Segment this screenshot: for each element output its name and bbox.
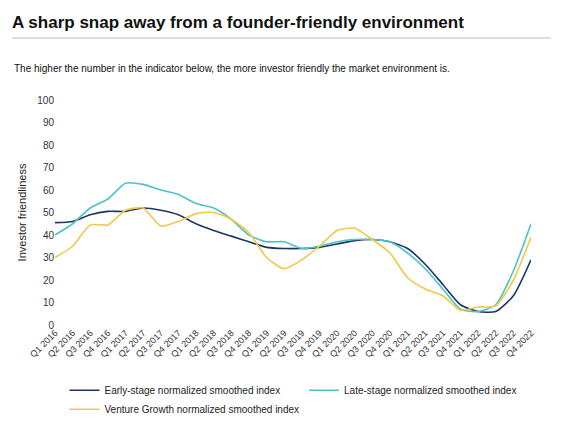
svg-text:Q1 2021: Q1 2021 bbox=[381, 328, 412, 359]
svg-text:Venture Growth normalized smoo: Venture Growth normalized smoothed index bbox=[105, 404, 300, 415]
svg-text:20: 20 bbox=[43, 275, 55, 286]
svg-text:Q1 2019: Q1 2019 bbox=[240, 328, 271, 359]
svg-text:Q2 2018: Q2 2018 bbox=[187, 328, 218, 359]
svg-text:Q4 2017: Q4 2017 bbox=[152, 328, 183, 359]
svg-text:Q1 2017: Q1 2017 bbox=[99, 328, 130, 359]
svg-text:Q3 2021: Q3 2021 bbox=[416, 328, 447, 359]
svg-text:Q2 2020: Q2 2020 bbox=[328, 328, 359, 359]
svg-text:40: 40 bbox=[43, 230, 55, 241]
svg-text:30: 30 bbox=[43, 252, 55, 263]
svg-text:Q3 2022: Q3 2022 bbox=[486, 328, 517, 359]
svg-text:100: 100 bbox=[37, 95, 54, 106]
svg-text:Q4 2022: Q4 2022 bbox=[504, 328, 535, 359]
svg-text:The higher the number in the i: The higher the number in the indicator b… bbox=[14, 63, 450, 74]
svg-text:Q3 2020: Q3 2020 bbox=[345, 328, 376, 359]
svg-text:Q4 2021: Q4 2021 bbox=[434, 328, 465, 359]
svg-text:Q4 2016: Q4 2016 bbox=[81, 328, 112, 359]
svg-text:A sharp snap away from a found: A sharp snap away from a founder-friendl… bbox=[12, 13, 464, 32]
svg-text:Q1 2016: Q1 2016 bbox=[28, 328, 59, 359]
svg-text:Q1 2018: Q1 2018 bbox=[169, 328, 200, 359]
svg-text:Q4 2020: Q4 2020 bbox=[363, 328, 394, 359]
svg-text:Q2 2019: Q2 2019 bbox=[257, 328, 288, 359]
svg-text:Q3 2018: Q3 2018 bbox=[204, 328, 235, 359]
svg-text:50: 50 bbox=[43, 207, 55, 218]
svg-text:70: 70 bbox=[43, 162, 55, 173]
svg-text:80: 80 bbox=[43, 140, 55, 151]
svg-text:Q1 2022: Q1 2022 bbox=[451, 328, 482, 359]
svg-text:60: 60 bbox=[43, 185, 55, 196]
svg-text:Q4 2018: Q4 2018 bbox=[222, 328, 253, 359]
svg-text:Q3 2019: Q3 2019 bbox=[275, 328, 306, 359]
svg-text:Early-stage normalized smoothe: Early-stage normalized smoothed index bbox=[105, 385, 281, 396]
svg-text:Q2 2021: Q2 2021 bbox=[398, 328, 429, 359]
svg-text:Q2 2016: Q2 2016 bbox=[46, 328, 77, 359]
svg-text:Q3 2016: Q3 2016 bbox=[63, 328, 94, 359]
svg-text:Q1 2020: Q1 2020 bbox=[310, 328, 341, 359]
svg-text:Q4 2019: Q4 2019 bbox=[293, 328, 324, 359]
svg-text:0: 0 bbox=[48, 320, 54, 331]
svg-text:Q2 2022: Q2 2022 bbox=[469, 328, 500, 359]
svg-text:Late-stage normalized smoothed: Late-stage normalized smoothed index bbox=[344, 385, 516, 396]
svg-text:10: 10 bbox=[43, 297, 55, 308]
svg-text:Q3 2017: Q3 2017 bbox=[134, 328, 165, 359]
svg-text:Q2 2017: Q2 2017 bbox=[116, 328, 147, 359]
svg-text:90: 90 bbox=[43, 117, 55, 128]
svg-text:Investor friendliness: Investor friendliness bbox=[16, 163, 28, 261]
